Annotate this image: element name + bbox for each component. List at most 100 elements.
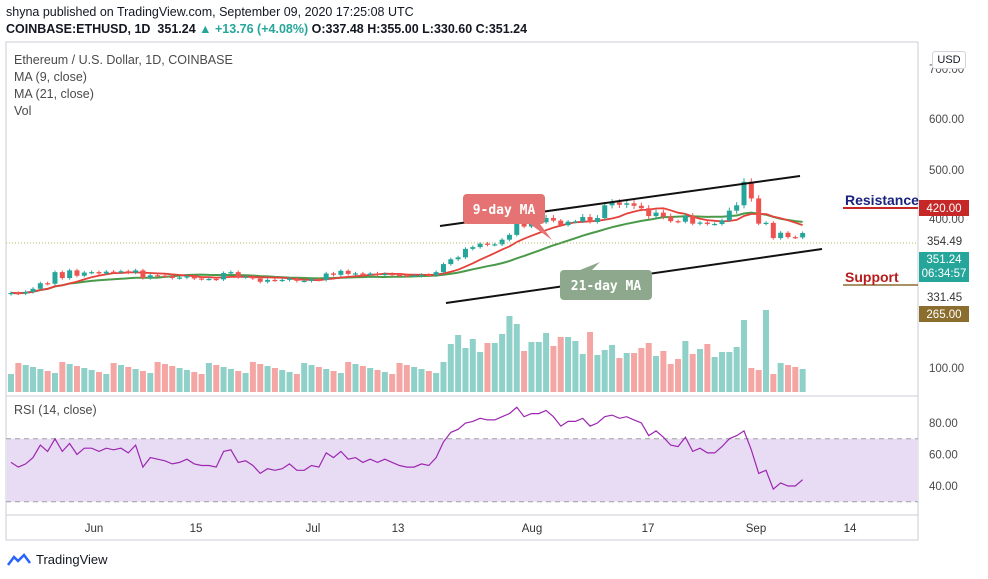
- volume-bar: [726, 352, 733, 392]
- volume-bar: [587, 332, 594, 392]
- volume-bar: [433, 373, 440, 392]
- volume-bar: [469, 339, 476, 392]
- candle: [382, 273, 388, 276]
- price-tick-label: 500.00: [929, 165, 964, 177]
- volume-bar: [183, 370, 190, 392]
- candle: [778, 232, 784, 239]
- volume-bar: [176, 368, 183, 392]
- volume-bar: [249, 362, 256, 392]
- last-price: 351.24: [157, 22, 196, 36]
- candle: [323, 273, 329, 280]
- ma21-line: [10, 211, 803, 295]
- candle: [367, 273, 373, 275]
- candle: [396, 274, 402, 277]
- candle: [404, 275, 410, 277]
- time-tick-label: 15: [190, 523, 203, 535]
- volume-bar: [550, 346, 557, 392]
- volume-bar: [205, 363, 212, 392]
- volume-bar: [697, 349, 704, 392]
- volume-bar: [198, 374, 205, 392]
- candle: [309, 279, 315, 281]
- candle: [770, 222, 776, 239]
- candle: [624, 203, 630, 205]
- volume-bar: [315, 367, 322, 392]
- volume-bar: [748, 368, 755, 392]
- volume-bar: [418, 369, 425, 392]
- candle: [741, 181, 747, 206]
- candle: [734, 205, 740, 211]
- candle: [609, 202, 615, 206]
- volume-bar: [403, 365, 410, 392]
- volume-bar: [645, 343, 652, 392]
- time-tick-label: Aug: [522, 523, 542, 535]
- candle: [221, 273, 227, 280]
- volume-bar: [440, 362, 447, 392]
- candle: [484, 243, 490, 245]
- volume-bar: [81, 368, 88, 392]
- countdown-tag: 06:34:57: [922, 268, 967, 280]
- volume-bar: [147, 373, 154, 392]
- candle: [37, 283, 43, 289]
- candle: [426, 274, 432, 277]
- candle: [228, 272, 234, 274]
- candle: [345, 270, 351, 274]
- volume-bar: [235, 371, 242, 392]
- candle: [338, 270, 344, 275]
- volume-bar: [704, 344, 711, 392]
- ma9-annotation-label: 9-day MA: [473, 203, 536, 218]
- volume-bar: [286, 372, 293, 392]
- candle: [301, 280, 307, 283]
- volume-bar: [506, 316, 513, 392]
- candle: [250, 276, 256, 279]
- candle: [506, 234, 512, 240]
- volume-bar: [799, 369, 806, 392]
- volume-bar: [521, 351, 528, 392]
- ma9-annotation-pointer: [530, 224, 552, 240]
- ohlc-header: COINBASE:ETHUSD, 1D 351.24 ▲ +13.76 (+4.…: [6, 22, 527, 36]
- candle: [499, 239, 505, 245]
- candle: [418, 274, 424, 277]
- ma21-annotation-pointer: [580, 262, 600, 270]
- currency-button[interactable]: USD: [932, 51, 966, 69]
- candle: [162, 275, 168, 277]
- candle: [462, 248, 468, 258]
- volume-bar: [66, 364, 73, 392]
- candle: [213, 278, 219, 281]
- legend-vol: Vol: [14, 104, 32, 118]
- candle: [572, 221, 578, 223]
- candle: [74, 270, 80, 276]
- volume-bar: [139, 371, 146, 392]
- candle: [184, 276, 190, 278]
- candle: [96, 272, 102, 274]
- time-tick-label: 13: [392, 523, 405, 535]
- volume-bar: [601, 350, 608, 392]
- volume-bar: [389, 374, 396, 392]
- volume-bar: [22, 365, 29, 392]
- candle: [265, 279, 271, 282]
- volume-bar: [132, 369, 139, 392]
- high-value: H:355.00: [367, 22, 419, 36]
- candle: [140, 270, 146, 279]
- volume-bar: [777, 363, 784, 392]
- volume-bar: [682, 341, 689, 392]
- candle: [660, 212, 666, 217]
- volume-bar: [125, 367, 132, 392]
- time-tick-label: 14: [844, 523, 857, 535]
- dotted-price-tag: 354.49: [927, 236, 962, 248]
- volume-bar: [29, 367, 36, 392]
- volume-bar: [88, 370, 95, 392]
- candle: [433, 272, 439, 276]
- candle: [550, 218, 556, 221]
- volume-bar: [279, 370, 286, 392]
- candle: [792, 237, 798, 239]
- candle: [726, 210, 732, 221]
- volume-bar: [374, 370, 381, 392]
- volume-bar: [784, 365, 791, 392]
- candle: [690, 216, 696, 224]
- volume-bar: [711, 357, 718, 392]
- volume-bar: [477, 352, 484, 392]
- candle: [646, 208, 652, 217]
- volume-bar: [51, 373, 58, 392]
- volume-bar: [381, 372, 388, 392]
